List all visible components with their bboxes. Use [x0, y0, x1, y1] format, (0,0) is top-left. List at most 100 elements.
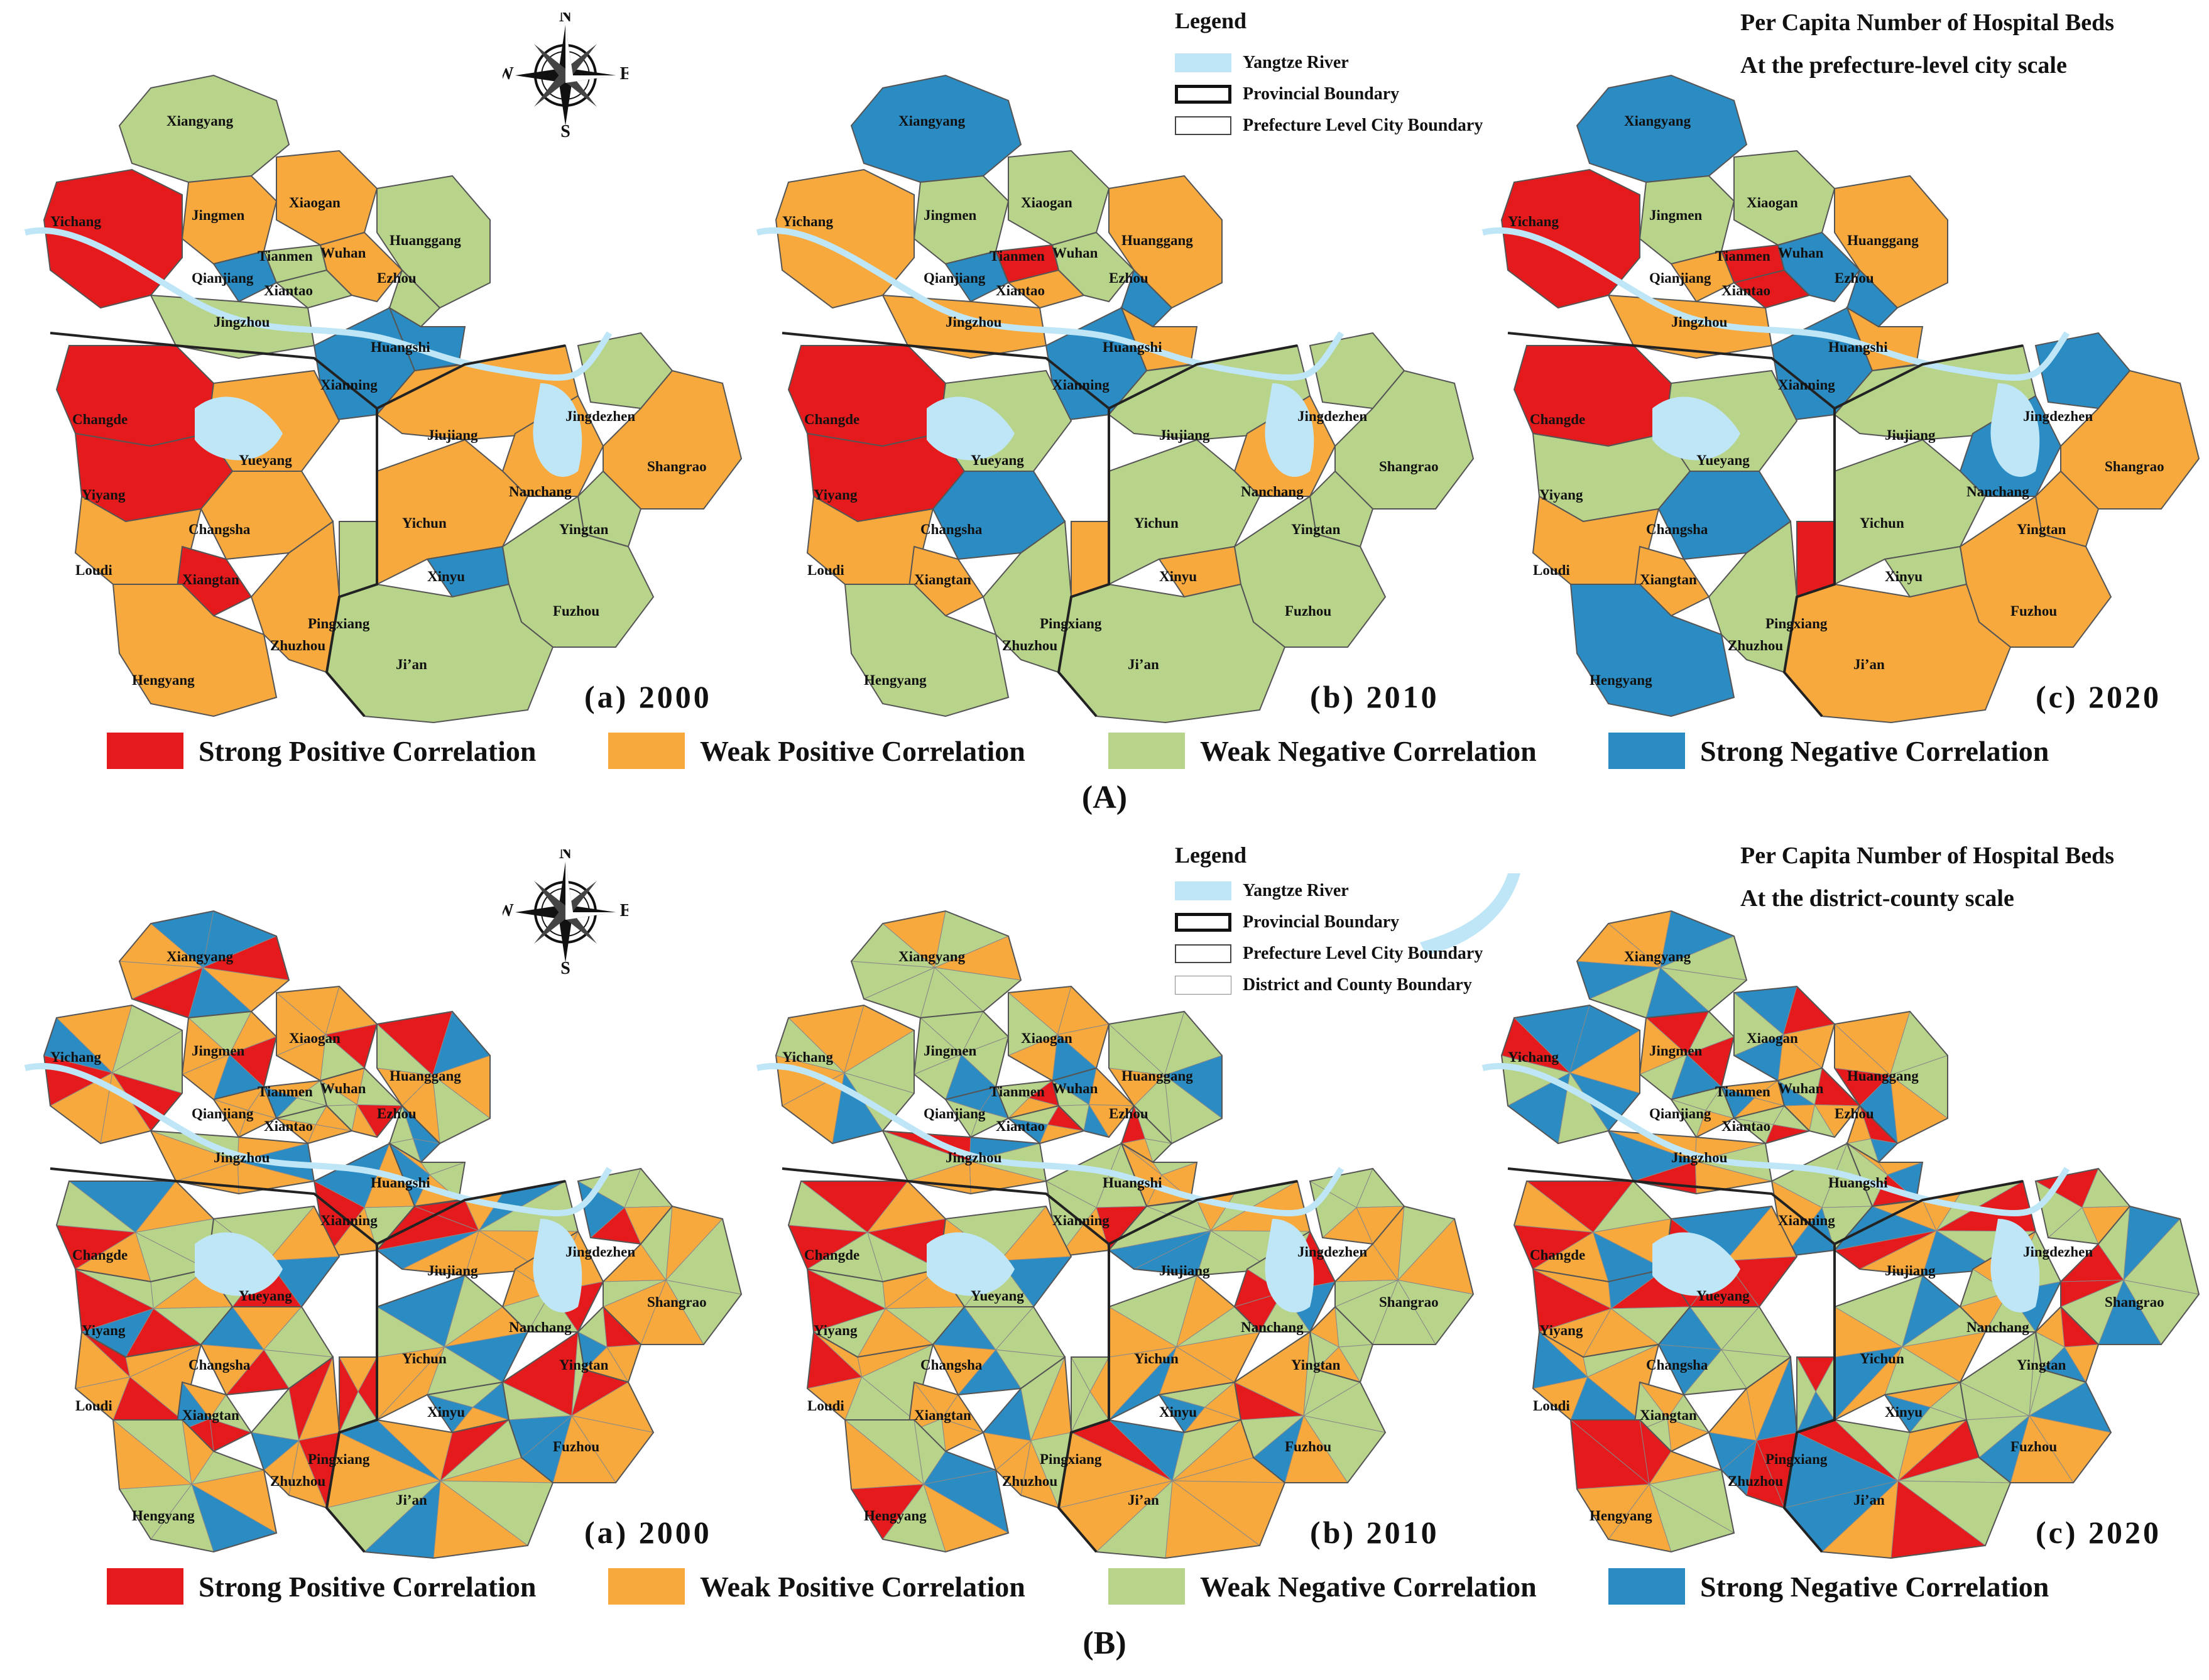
- river-fragment: [1420, 873, 1520, 955]
- map-2010: Xiangyang Jingmen Xiaogan Huanggang Yichang T…: [756, 910, 1475, 1559]
- city-label: Yichun: [402, 1351, 447, 1366]
- caption-text: (B): [1083, 1625, 1126, 1661]
- city-boundary: [112, 1419, 278, 1553]
- city-label: Jingzhou: [1671, 1150, 1728, 1165]
- city-label: Nanchang: [509, 1319, 572, 1335]
- city-label: Yiyang: [1539, 487, 1583, 503]
- city-label: Shangrao: [647, 1294, 707, 1310]
- map-title: Per Capita Number of Hospital Beds: [1740, 843, 2114, 869]
- city-label: Pingxiang: [308, 616, 370, 631]
- city-label: Jiujiang: [1159, 427, 1210, 443]
- city-label: Changde: [72, 412, 128, 427]
- compass-letter: S: [560, 122, 570, 138]
- region-xiangyang: [118, 74, 290, 183]
- city-label: Fuzhou: [553, 603, 599, 619]
- city-label: Xiangyang: [898, 113, 966, 129]
- city-label: Pingxiang: [1040, 1451, 1102, 1467]
- city-label: Shangrao: [2105, 1294, 2164, 1310]
- city-boundary: [1108, 1010, 1223, 1145]
- city-label: Yichun: [1860, 515, 1904, 531]
- city-label: Huanggang: [1847, 232, 1919, 248]
- city-label: Zhuzhou: [1002, 638, 1057, 653]
- city-label: Loudi: [807, 1398, 844, 1414]
- city-label: Qianjiang: [924, 270, 986, 286]
- region-huanggang: [1834, 175, 1948, 309]
- poyang-lake: [1990, 1219, 2040, 1312]
- compass-rose-icon: N S E W: [496, 6, 631, 141]
- provincial-boundary: [782, 332, 1298, 410]
- city-label: Yingtan: [559, 521, 609, 537]
- legend-swatch: [608, 733, 685, 769]
- legend-item-weak-positive: Weak Positive Correlation: [608, 1564, 1025, 1608]
- city-label: Hengyang: [1590, 672, 1652, 688]
- city-boundary: [1834, 1010, 1948, 1145]
- key-title: Legend: [1175, 8, 1247, 33]
- city-label: Changde: [804, 1247, 859, 1263]
- city-label: Jiujiang: [427, 1263, 478, 1279]
- city-label: Qianjiang: [1649, 270, 1711, 286]
- city-label: Nanchang: [1966, 1319, 2029, 1335]
- city-label: Yiyang: [814, 1323, 858, 1338]
- region-jiujiang: [376, 344, 579, 441]
- region-huanggang: [376, 175, 491, 309]
- city-label: Qianjiang: [924, 1106, 986, 1121]
- city-label: Ji’an: [1853, 1492, 1885, 1508]
- poyang-lake: [1990, 383, 2040, 477]
- city-label: Jingzhou: [1671, 314, 1728, 330]
- region-jiujiang: [1108, 344, 1311, 441]
- city-label: Pingxiang: [1040, 616, 1102, 631]
- city-label: Huangshi: [1103, 339, 1162, 355]
- yangtze-river: [756, 227, 1344, 381]
- city-label: Xiangyang: [166, 113, 234, 129]
- city-label: Xiantao: [1721, 1118, 1770, 1134]
- river-swatch: [1175, 881, 1231, 900]
- city-label: Huanggang: [1121, 232, 1193, 248]
- legend-label: Strong Positive Correlation: [199, 1570, 537, 1603]
- city-label: Changde: [72, 1247, 128, 1263]
- map-2020: Xiangyang Jingmen Xiaogan Huanggang Yichang T…: [1481, 910, 2200, 1559]
- city-label: Changde: [804, 412, 859, 427]
- city-label: Xiangyang: [166, 949, 234, 964]
- city-label: Xiangtan: [914, 572, 971, 587]
- city-label: Zhuzhou: [270, 1473, 325, 1489]
- panel-label-2000: (a) 2000: [584, 679, 712, 714]
- city-label: Xianning: [1052, 377, 1110, 393]
- legend-swatch: [1608, 733, 1685, 769]
- legend-swatch: [1108, 733, 1185, 769]
- city-label: Xinyu: [1159, 1404, 1197, 1420]
- city-label: Xiaogan: [1021, 195, 1072, 210]
- city-label: Xiangyang: [1624, 949, 1691, 964]
- provincial-boundary: [1782, 1244, 1836, 1553]
- city-label: Ezhou: [1835, 270, 1874, 286]
- city-label: Huanggang: [390, 232, 461, 248]
- legend-label: Weak Negative Correlation: [1200, 1570, 1537, 1603]
- region-yichang: [43, 168, 183, 309]
- figure-panel-a: Xiangyang Jingmen Xiaogan Huanggang Yichang T…: [0, 0, 2209, 836]
- city-boundary: [844, 1419, 1010, 1553]
- yangtze-river: [756, 1062, 1344, 1217]
- city-label: Hengyang: [864, 672, 927, 688]
- city-label: Jingzhou: [946, 314, 1002, 330]
- region-wuhan: [319, 231, 403, 303]
- city-label: Changsha: [920, 521, 983, 537]
- city-label: Hengyang: [132, 1508, 195, 1524]
- provincial-boundary: [325, 1244, 378, 1553]
- city-label: Jingdezhen: [2023, 408, 2093, 424]
- city-label: Changsha: [920, 1357, 983, 1373]
- key-label: Provincial Boundary: [1243, 912, 1400, 932]
- city-label: Xianning: [1778, 1213, 1835, 1228]
- key-label: Prefecture Level City Boundary: [1243, 116, 1483, 135]
- legend-swatch: [1108, 1568, 1185, 1605]
- city-label: Hengyang: [1590, 1508, 1652, 1524]
- correlation-legend: Strong Positive Correlation Weak Positiv…: [0, 729, 2209, 773]
- city-label: Zhuzhou: [1002, 1473, 1057, 1489]
- compass-letter: W: [503, 64, 514, 84]
- legend-label: Weak Positive Correlation: [700, 734, 1025, 767]
- provincial-boundary: [50, 332, 566, 410]
- city-label: Xiantao: [264, 283, 313, 298]
- city-label: Jingmen: [192, 1043, 245, 1059]
- city-label: Shangrao: [1379, 459, 1439, 474]
- dongting-lake: [927, 396, 1015, 461]
- city-label: Jingdezhen: [565, 1244, 635, 1260]
- city-label: Loudi: [75, 1398, 112, 1414]
